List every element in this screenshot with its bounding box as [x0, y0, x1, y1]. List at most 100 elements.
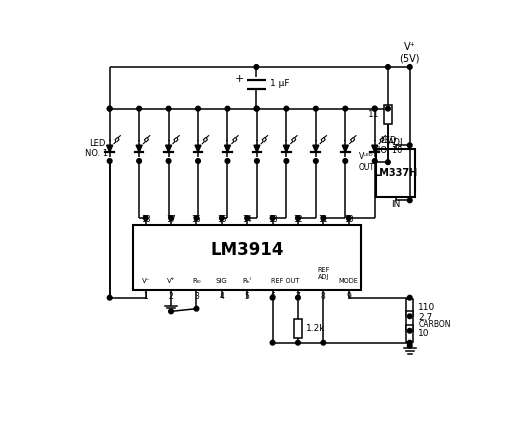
Text: V⁺: V⁺	[166, 278, 175, 284]
Text: 12: 12	[293, 215, 302, 224]
Circle shape	[407, 340, 411, 345]
Circle shape	[143, 216, 148, 220]
Circle shape	[224, 107, 230, 111]
Circle shape	[407, 343, 411, 348]
Circle shape	[195, 107, 200, 111]
Text: 3: 3	[193, 292, 199, 301]
Circle shape	[372, 107, 376, 111]
Circle shape	[168, 309, 173, 313]
Circle shape	[136, 158, 141, 163]
Circle shape	[407, 328, 411, 333]
Bar	[383, 105, 391, 124]
Text: 13: 13	[267, 215, 277, 224]
Circle shape	[254, 107, 259, 111]
Text: 110: 110	[417, 303, 435, 312]
Text: 14: 14	[242, 215, 251, 224]
Circle shape	[295, 216, 300, 220]
Text: ADJ: ADJ	[387, 138, 403, 147]
Text: 1: 1	[143, 292, 148, 301]
Circle shape	[372, 158, 376, 163]
Circle shape	[224, 158, 230, 163]
Bar	[405, 299, 413, 316]
Text: 2: 2	[168, 292, 173, 301]
Text: LM3914: LM3914	[210, 241, 284, 259]
Text: 5: 5	[244, 292, 249, 301]
Polygon shape	[194, 145, 201, 152]
Circle shape	[107, 295, 112, 300]
Text: 4: 4	[219, 292, 224, 301]
Text: 1 μF: 1 μF	[269, 79, 289, 88]
Bar	[294, 319, 301, 338]
Text: IN: IN	[390, 200, 400, 209]
Circle shape	[320, 216, 325, 220]
Polygon shape	[106, 145, 112, 152]
Text: 10: 10	[343, 215, 353, 224]
Circle shape	[313, 158, 318, 163]
Polygon shape	[165, 145, 171, 152]
Circle shape	[284, 107, 288, 111]
Text: 1.2k: 1.2k	[305, 324, 325, 333]
Circle shape	[342, 107, 347, 111]
Text: REF
ADJ: REF ADJ	[317, 267, 329, 280]
Text: 9: 9	[346, 292, 351, 301]
Circle shape	[295, 295, 300, 300]
Polygon shape	[371, 145, 377, 152]
Text: CARBON: CARBON	[417, 320, 450, 329]
Text: Rₕᴵ: Rₕᴵ	[242, 278, 251, 284]
Circle shape	[195, 158, 200, 163]
Circle shape	[407, 198, 411, 203]
Text: 15: 15	[217, 215, 226, 224]
Circle shape	[253, 65, 258, 69]
Text: 6: 6	[270, 292, 274, 301]
Circle shape	[107, 158, 112, 163]
Text: 17: 17	[166, 215, 176, 224]
Text: 8: 8	[320, 292, 325, 301]
Text: V⁺
(5V): V⁺ (5V)	[399, 42, 419, 64]
Bar	[376, 149, 414, 197]
Circle shape	[342, 158, 347, 163]
Text: Rₗ₀: Rₗ₀	[192, 278, 201, 284]
Text: LM337H: LM337H	[373, 168, 417, 178]
Circle shape	[407, 143, 411, 148]
Polygon shape	[342, 145, 348, 152]
Text: 16: 16	[191, 215, 201, 224]
Circle shape	[194, 216, 199, 220]
Text: LED
NO. 10: LED NO. 10	[373, 136, 402, 155]
Circle shape	[244, 216, 249, 220]
Circle shape	[313, 107, 318, 111]
Circle shape	[385, 65, 389, 69]
Text: 11: 11	[318, 215, 327, 224]
Polygon shape	[253, 145, 260, 152]
Circle shape	[385, 160, 389, 165]
Circle shape	[295, 340, 300, 345]
Bar	[405, 325, 413, 343]
Circle shape	[219, 216, 224, 220]
Circle shape	[346, 216, 350, 220]
Circle shape	[407, 295, 411, 300]
Circle shape	[284, 158, 288, 163]
Circle shape	[253, 107, 258, 111]
Text: SIG: SIG	[215, 278, 227, 284]
Circle shape	[407, 65, 411, 69]
Circle shape	[320, 340, 325, 345]
Circle shape	[107, 107, 112, 111]
Text: MODE: MODE	[338, 278, 358, 284]
Circle shape	[166, 107, 171, 111]
Circle shape	[107, 107, 112, 111]
Circle shape	[407, 314, 411, 319]
Circle shape	[270, 295, 274, 300]
Polygon shape	[283, 145, 289, 152]
Circle shape	[270, 216, 274, 220]
Circle shape	[166, 158, 171, 163]
Text: REF OUT: REF OUT	[271, 278, 299, 284]
Text: Vᴸᴱᴰ
OUT: Vᴸᴱᴰ OUT	[358, 152, 374, 172]
Text: +: +	[234, 74, 243, 84]
Text: 18: 18	[140, 215, 150, 224]
Text: LED
NO. 1: LED NO. 1	[86, 139, 108, 158]
Text: 11: 11	[367, 110, 379, 119]
Polygon shape	[312, 145, 318, 152]
Text: 10: 10	[417, 329, 429, 338]
Circle shape	[372, 107, 376, 111]
Bar	[133, 225, 361, 291]
Polygon shape	[136, 145, 142, 152]
